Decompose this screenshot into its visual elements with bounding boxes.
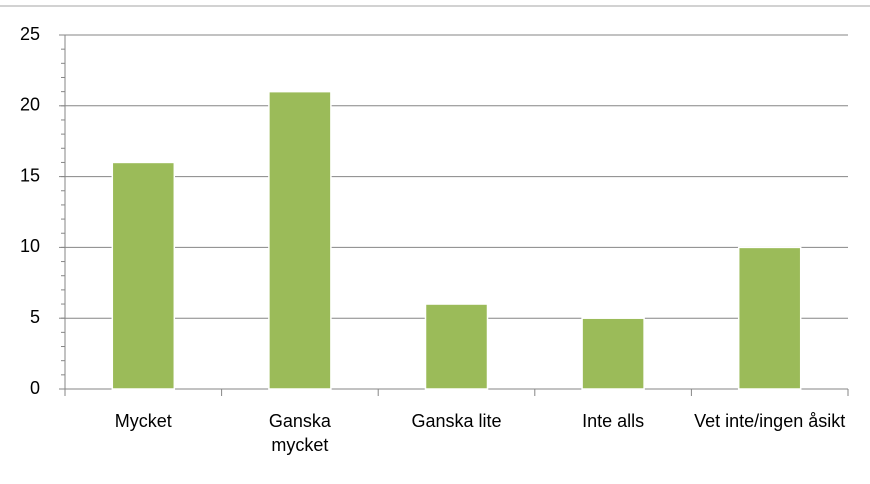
x-tick-label: Vet inte/ingen åsikt — [694, 411, 846, 431]
bar — [424, 303, 489, 390]
x-tick-label: Inte alls — [582, 411, 645, 431]
y-tick-label: 5 — [30, 307, 40, 327]
x-tick-label: Ganska lite — [411, 411, 502, 431]
x-tick-label: Ganska mycket — [268, 411, 331, 455]
y-tick-label: 10 — [20, 236, 40, 256]
bar — [581, 317, 645, 390]
y-tick-label: 25 — [20, 24, 40, 44]
bar — [111, 161, 176, 390]
bar — [268, 90, 332, 390]
y-tick-label: 15 — [20, 165, 40, 185]
y-tick-label: 0 — [30, 378, 40, 398]
y-tick-label: 20 — [20, 95, 40, 115]
bar — [737, 246, 802, 390]
x-tick-label: Mycket — [114, 411, 172, 431]
